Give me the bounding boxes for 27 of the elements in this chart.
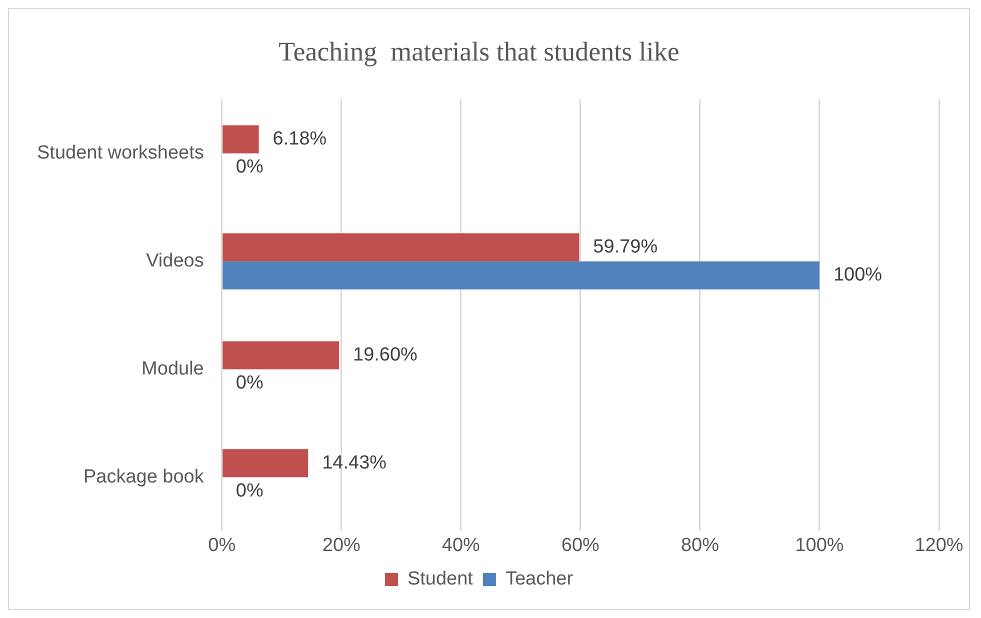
y-tick-label: Package book [83,466,204,488]
legend-label: Student [407,568,474,590]
y-tick-label: Module [142,358,204,380]
bar [222,233,580,262]
data-label: 59.79% [593,236,658,258]
x-tick-label: 40% [442,534,480,556]
legend-label: Teacher [505,568,574,590]
x-tick-label: 0% [208,534,236,556]
x-tick-label: 100% [795,534,844,556]
bar [222,341,340,370]
x-tick-label: 20% [322,534,361,556]
data-label: 100% [833,264,882,286]
x-tick-label: 80% [680,534,720,556]
data-label: 0% [236,156,264,178]
bar [222,125,259,154]
data-label: 0% [236,372,264,394]
bar [222,261,820,290]
data-label: 0% [236,480,264,502]
data-label: 19.60% [353,344,418,366]
data-label: 6.18% [272,128,327,150]
y-tick-label: Videos [146,250,204,272]
bar [222,449,308,478]
y-tick-label: Student worksheets [36,142,204,164]
data-label: 14.43% [322,452,387,474]
x-tick-label: 60% [561,534,600,556]
x-tick-label: 120% [914,534,964,556]
chart-title: Teaching materials that students like [278,36,680,66]
